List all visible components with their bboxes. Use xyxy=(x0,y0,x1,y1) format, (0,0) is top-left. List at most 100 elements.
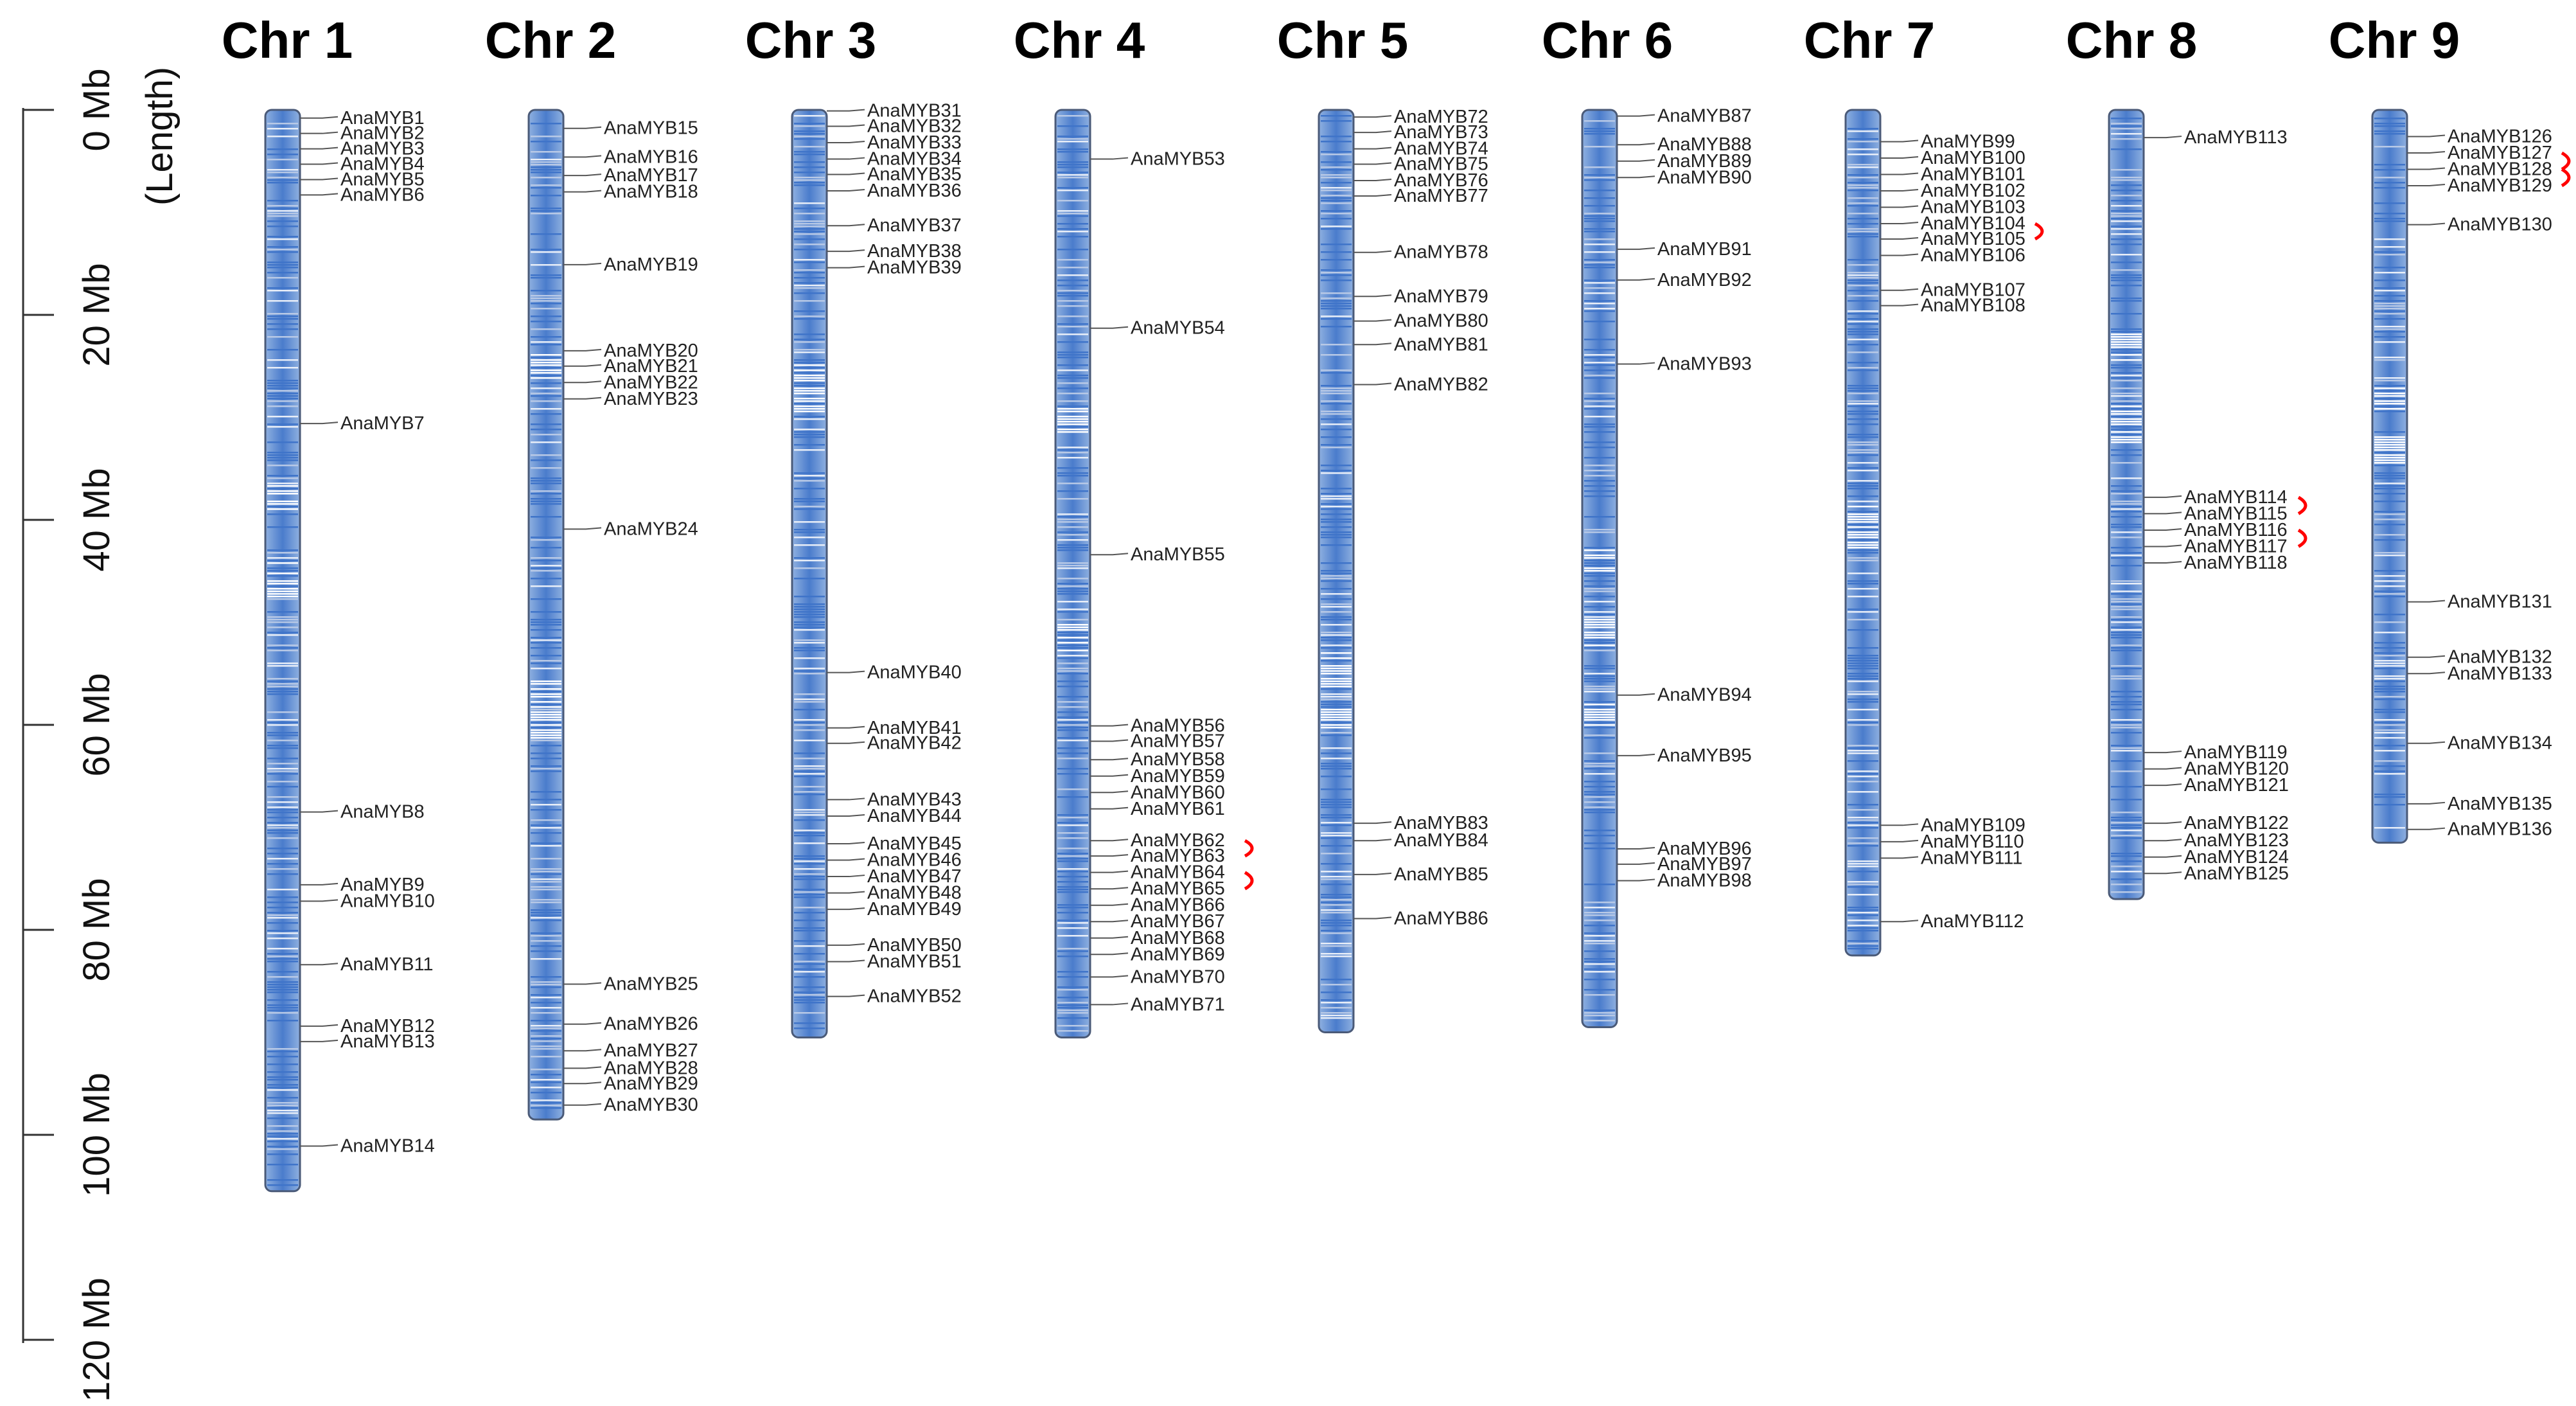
density-band xyxy=(1057,393,1088,395)
density-band xyxy=(1321,498,1352,500)
density-band xyxy=(1321,390,1352,392)
density-band xyxy=(267,1076,298,1078)
gene-leader-line xyxy=(2144,855,2182,858)
density-band xyxy=(1584,619,1615,621)
density-band xyxy=(1584,588,1615,590)
chromosome-outline xyxy=(791,109,828,1038)
density-band xyxy=(2374,711,2405,713)
density-band xyxy=(1848,362,1878,364)
density-band xyxy=(2111,501,2142,503)
density-band xyxy=(267,567,298,569)
density-band xyxy=(267,665,298,667)
density-band xyxy=(2374,722,2405,724)
density-band xyxy=(531,704,561,706)
density-band xyxy=(1848,231,1878,233)
gene-label: AnaMYB88 xyxy=(1657,134,1752,155)
gene-leader-line xyxy=(1617,693,1655,696)
gene-leader-line xyxy=(563,155,602,158)
density-band xyxy=(1321,943,1352,945)
gene-label: AnaMYB79 xyxy=(1394,286,1488,307)
density-band xyxy=(531,274,561,276)
density-band xyxy=(1057,387,1088,389)
density-band xyxy=(2374,475,2405,477)
density-band xyxy=(2111,372,2142,374)
density-band xyxy=(1848,488,1878,490)
density-band xyxy=(267,634,298,636)
gene-leader-line xyxy=(827,943,865,946)
density-band xyxy=(1057,645,1088,646)
density-band xyxy=(531,714,561,716)
density-band xyxy=(1057,228,1088,230)
density-band xyxy=(2374,133,2405,135)
density-band xyxy=(1057,788,1088,790)
density-band xyxy=(2111,220,2142,222)
density-band xyxy=(794,835,825,837)
density-band xyxy=(531,1020,561,1022)
density-band xyxy=(1321,845,1352,847)
density-band xyxy=(1321,922,1352,924)
density-band xyxy=(1057,1030,1088,1032)
density-band xyxy=(794,624,825,626)
density-band xyxy=(2111,647,2142,649)
density-band xyxy=(2111,313,2142,315)
density-band xyxy=(531,824,561,826)
density-band xyxy=(1057,796,1088,798)
gene-label: AnaMYB29 xyxy=(604,1073,698,1094)
density-band xyxy=(267,213,298,215)
density-band xyxy=(1584,393,1615,395)
density-band xyxy=(2374,220,2405,222)
gene-label: AnaMYB14 xyxy=(340,1136,435,1157)
density-band xyxy=(1848,323,1878,325)
density-band xyxy=(2111,421,2142,423)
gene-label: AnaMYB99 xyxy=(1921,131,2015,152)
density-band xyxy=(1321,447,1352,449)
density-band xyxy=(1848,187,1878,189)
density-band xyxy=(2374,614,2405,616)
density-band xyxy=(1848,282,1878,284)
density-band xyxy=(1848,400,1878,402)
density-band xyxy=(794,403,825,405)
density-band xyxy=(1321,647,1352,649)
gene-label: AnaMYB93 xyxy=(1657,354,1752,375)
density-band xyxy=(1057,161,1088,163)
density-band xyxy=(2111,352,2142,353)
gene-label: AnaMYB122 xyxy=(2184,813,2289,833)
density-band xyxy=(267,693,298,695)
gene-leader-line xyxy=(300,1039,339,1042)
density-band xyxy=(1321,508,1352,510)
density-band xyxy=(2111,878,2142,880)
density-band xyxy=(1584,400,1615,402)
density-band xyxy=(794,172,825,174)
density-band xyxy=(1848,580,1878,582)
density-band xyxy=(267,1071,298,1073)
density-band xyxy=(2111,583,2142,585)
density-band xyxy=(1848,845,1878,847)
density-band xyxy=(1584,724,1615,726)
density-band xyxy=(794,567,825,569)
axis-tick-label: 80 Mb xyxy=(76,878,118,981)
gene-leader-line xyxy=(1880,156,1919,159)
density-band xyxy=(2374,465,2405,467)
density-band xyxy=(267,1164,298,1166)
gene-label: AnaMYB80 xyxy=(1394,311,1488,332)
density-band xyxy=(2374,238,2405,240)
density-band xyxy=(1584,830,1615,832)
density-band xyxy=(267,719,298,721)
density-band xyxy=(267,575,298,577)
density-band xyxy=(531,1074,561,1076)
gene-label: AnaMYB12 xyxy=(340,1016,435,1037)
density-band xyxy=(1848,138,1878,140)
density-band xyxy=(1321,513,1352,515)
density-band xyxy=(1057,588,1088,590)
gene-leader-line xyxy=(1354,193,1392,197)
density-band xyxy=(1321,177,1352,179)
density-band xyxy=(2111,190,2142,191)
density-band xyxy=(531,950,561,952)
density-band xyxy=(1057,585,1088,587)
tandem-duplication-bracket xyxy=(2034,222,2044,241)
density-band xyxy=(1848,673,1878,675)
density-band xyxy=(1321,992,1352,993)
density-band xyxy=(1584,786,1615,788)
density-band xyxy=(1057,740,1088,742)
density-band xyxy=(2111,210,2142,212)
